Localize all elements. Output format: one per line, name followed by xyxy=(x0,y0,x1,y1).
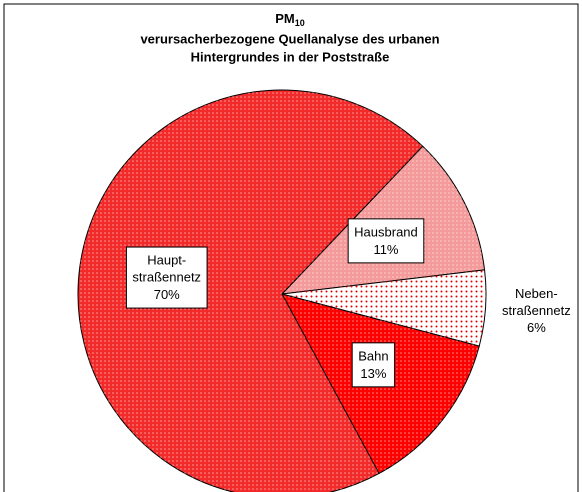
label-box xyxy=(125,246,208,309)
value-label: 70% xyxy=(154,287,180,302)
title-main: PM xyxy=(275,11,295,26)
value-label: 13% xyxy=(360,366,386,381)
slice-texture xyxy=(282,269,487,347)
title-subscript: 10 xyxy=(295,18,305,28)
labels: Hausbrand 11% Neben-straßennetz 6% Bahn 13% Ha… xyxy=(125,218,571,388)
slice-label: Neben-straßennetz 6% xyxy=(502,286,571,335)
slice-label: Bahn 13% xyxy=(351,342,396,388)
category-line: straßennetz xyxy=(132,270,201,285)
category-line: Haupt- xyxy=(147,253,186,268)
category-line: Hausbrand xyxy=(354,225,418,240)
slice-texture xyxy=(78,90,423,492)
category-line: straßennetz xyxy=(502,303,571,318)
label-box xyxy=(351,342,396,388)
pie xyxy=(77,89,487,492)
label-box xyxy=(347,218,425,264)
category-label: Neben-straßennetz xyxy=(502,286,571,318)
slice-label: Hausbrand 11% xyxy=(347,218,425,264)
value-label: 6% xyxy=(527,320,546,335)
category-label: Bahn xyxy=(358,349,388,364)
subtitle-line: verursacherbezogene Quellanalyse des urb… xyxy=(140,31,439,46)
category-label: Haupt-straßennetz xyxy=(132,253,201,285)
chart-title: PM10 xyxy=(275,11,305,28)
frame xyxy=(3,3,579,492)
category-label: Hausbrand xyxy=(354,225,418,240)
subtitle-line: Hintergrundes in der Poststraße xyxy=(191,49,390,64)
slice-label: Haupt-straßennetz 70% xyxy=(125,246,208,309)
category-line: Bahn xyxy=(358,349,388,364)
category-line: Neben- xyxy=(515,286,558,301)
value-label: 11% xyxy=(373,242,398,257)
